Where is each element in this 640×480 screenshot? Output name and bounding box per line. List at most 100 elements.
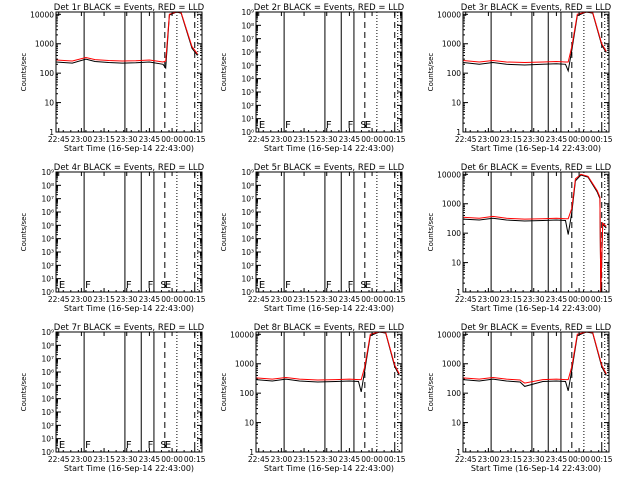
panel-title: Det 4r BLACK = Events, RED = LLD [54,163,205,173]
y-tick-label: 10⁴ [41,395,54,404]
y-tick-label: 10² [41,421,54,430]
y-tick-label: 10² [241,261,254,270]
x-tick-label: 23:00 [478,295,500,304]
y-axis-label: Counts/sec [220,53,228,92]
x-tick-label: 23:45 [139,135,161,144]
x-axis-label: Start Time (16-Sep-14 22:43:00) [471,304,601,313]
x-axis-label: Start Time (16-Sep-14 22:43:00) [64,304,194,313]
x-tick-label: 23:00 [71,295,93,304]
event-marker: F [285,120,291,131]
y-tick-label: 10⁵ [241,221,254,230]
axis-frame [462,171,610,293]
x-tick-label: 23:00 [478,135,500,144]
y-tick-label: 10⁰ [241,288,254,297]
y-tick-label: 1 [249,448,254,457]
x-tick-label: 00:00 [361,295,383,304]
y-tick-label: 10⁹ [241,168,254,177]
y-tick-label: 10⁴ [241,75,254,84]
x-tick-label: 23:15 [93,135,115,144]
x-tick-label: 23:15 [293,455,315,464]
y-tick-label: 1 [49,128,54,137]
y-tick-label: 10 [44,99,54,108]
x-tick-label: 23:45 [546,295,568,304]
y-tick-label: 10⁶ [241,48,254,57]
x-tick-label: 00:15 [384,295,406,304]
series-lld-line [463,332,607,384]
y-tick-label: 10000 [437,170,461,179]
x-tick-label: 00:00 [161,135,183,144]
y-tick-label: 10⁶ [41,208,54,217]
x-tick-label: 22:45 [455,135,477,144]
x-tick-label: 22:45 [455,455,477,464]
y-axis-label: Counts/sec [20,53,28,92]
x-tick-label: 23:30 [316,295,338,304]
y-tick-label: 10³ [41,248,54,257]
x-tick-label: 23:45 [546,135,568,144]
x-tick-label: 22:45 [48,455,70,464]
y-tick-label: 100 [447,229,462,238]
x-tick-label: 00:15 [184,455,206,464]
x-tick-label: 23:00 [71,455,93,464]
event-marker: F [326,280,332,291]
panel-5: 22:45 23:00 23:15 23:30 23:45 00:00 00:15 10⁰ 10… [220,163,406,313]
axis-frame [255,171,403,293]
event-marker: F [148,280,154,291]
event-marker: S [360,280,366,291]
y-tick-label: 1000 [442,360,461,369]
event-marker: F [148,440,154,451]
event-marker: F [348,280,354,291]
event-marker: E [365,280,371,291]
event-marker: E [59,440,65,451]
y-tick-label: 10¹ [241,115,254,124]
x-tick-label: 23:00 [271,295,293,304]
panel-title: Det 2r BLACK = Events, RED = LLD [254,3,405,13]
event-marker: F [126,280,132,291]
y-tick-label: 10⁹ [241,8,254,17]
event-marker: F [326,120,332,131]
x-tick-label: 23:30 [523,295,545,304]
y-tick-label: 1000 [235,360,254,369]
y-tick-label: 10000 [437,330,461,339]
x-tick-label: 00:15 [591,135,613,144]
event-marker: E [259,280,265,291]
y-tick-label: 1 [456,288,461,297]
x-tick-label: 22:45 [248,295,270,304]
event-marker: E [165,280,171,291]
y-tick-label: 10⁹ [41,168,54,177]
panel-title: Det 8r BLACK = Events, RED = LLD [254,323,405,333]
y-axis-label: Counts/sec [220,213,228,252]
x-axis-label: Start Time (16-Sep-14 22:43:00) [264,304,394,313]
x-tick-label: 00:15 [384,455,406,464]
panel-4: 22:45 23:00 23:15 23:30 23:45 00:00 00:15 10⁰ 10… [20,163,206,313]
y-tick-label: 10¹ [241,275,254,284]
panel-title: Det 6r BLACK = Events, RED = LLD [461,163,612,173]
y-tick-label: 10² [41,261,54,270]
event-marker: F [85,440,91,451]
y-tick-label: 10⁸ [41,181,54,190]
event-marker: F [348,120,354,131]
x-tick-label: 23:45 [339,295,361,304]
x-tick-label: 23:30 [523,455,545,464]
series-lld-line [56,12,198,63]
y-tick-label: 10⁵ [41,381,54,390]
panel-8: 22:45 23:00 23:15 23:30 23:45 00:00 00:15 1 10 10… [220,323,406,473]
y-tick-label: 10⁴ [241,235,254,244]
x-tick-label: 00:00 [161,455,183,464]
y-tick-label: 10000 [230,330,254,339]
y-tick-label: 10⁰ [41,448,54,457]
event-marker: E [59,280,65,291]
y-tick-label: 10 [451,259,461,268]
series-events-line [463,332,607,391]
x-tick-label: 22:45 [248,135,270,144]
y-tick-label: 10³ [41,408,54,417]
x-tick-label: 00:15 [384,135,406,144]
x-tick-label: 00:15 [184,135,206,144]
y-axis-label: Counts/sec [20,373,28,412]
panel-title: Det 9r BLACK = Events, RED = LLD [461,323,612,333]
y-tick-label: 10³ [241,88,254,97]
event-marker: E [365,120,371,131]
x-tick-label: 00:15 [184,295,206,304]
series-lld-line [463,12,607,64]
panel-title: Det 1r BLACK = Events, RED = LLD [54,3,205,13]
series-lld-line [463,173,607,292]
